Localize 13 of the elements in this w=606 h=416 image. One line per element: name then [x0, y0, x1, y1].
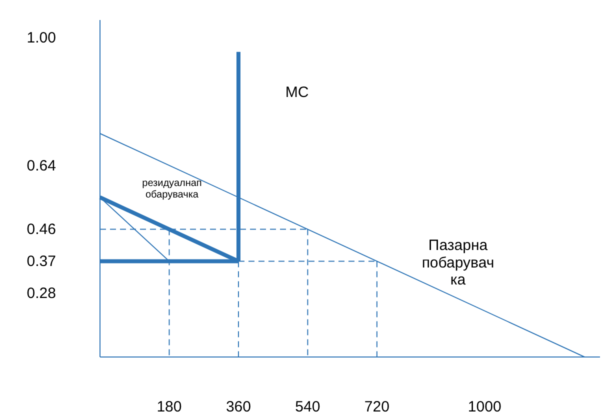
annotation: резидуалнап обарувачка	[142, 178, 202, 200]
x-tick-label: 360	[226, 398, 251, 416]
x-tick-label: 180	[156, 398, 182, 416]
x-tick-label: 540	[295, 398, 320, 416]
y-tick-label: 1.00	[26, 30, 56, 47]
annotation: Пазарна побарувач ка	[422, 237, 494, 288]
y-tick-label: 0.37	[26, 253, 56, 270]
x-tick-label: 720	[364, 398, 390, 416]
y-tick-label: 0.28	[26, 284, 56, 302]
y-tick-label: 0.64	[26, 157, 56, 174]
x-tick-label: 1000	[468, 398, 502, 416]
y-tick-label: 0.46	[26, 221, 56, 238]
annotation: MC	[285, 84, 309, 101]
